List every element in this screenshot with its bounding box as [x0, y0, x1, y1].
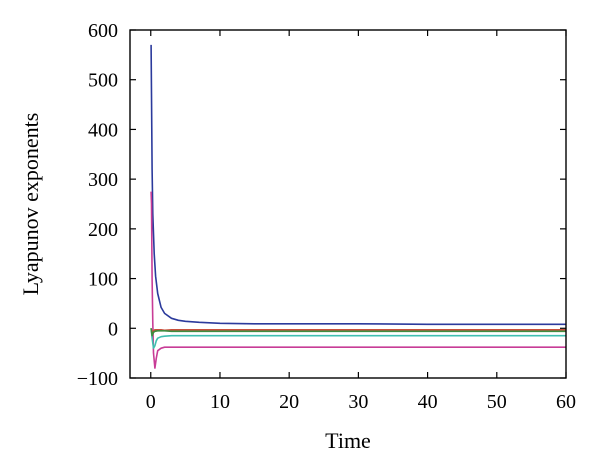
y-tick-label: 100: [88, 269, 118, 291]
y-tick-label: 200: [88, 219, 118, 241]
series-line-1: [150, 44, 566, 326]
series-line-5: [150, 328, 566, 337]
tick-labels: 0 10 20 30 40 50 60 −100 0 100 200 300 400 500 600: [77, 20, 576, 413]
y-tick-label: 400: [88, 119, 118, 141]
x-tick-label: 50: [487, 391, 507, 413]
plot-frame: [129, 29, 567, 379]
y-tick-label: −100: [77, 368, 118, 390]
x-tick-label: 30: [348, 391, 368, 413]
plot-lines: [150, 44, 566, 369]
y-tick-label: 300: [88, 169, 118, 191]
series-line-3: [150, 328, 566, 350]
y-tick-label: 600: [88, 20, 118, 42]
y-tick-label: 0: [108, 318, 118, 340]
x-tick-label: 60: [556, 391, 576, 413]
series-line-2: [150, 191, 566, 369]
series-line-4: [150, 328, 566, 335]
x-tick-label: 0: [146, 391, 156, 413]
y-axis-label: Lyapunov exponents: [18, 113, 43, 296]
x-tick-label: 40: [418, 391, 438, 413]
x-axis-label: Time: [325, 428, 371, 453]
x-tick-label: 20: [279, 391, 299, 413]
axis-ticks: [130, 29, 567, 379]
x-tick-label: 10: [210, 391, 230, 413]
y-tick-label: 500: [88, 70, 118, 92]
